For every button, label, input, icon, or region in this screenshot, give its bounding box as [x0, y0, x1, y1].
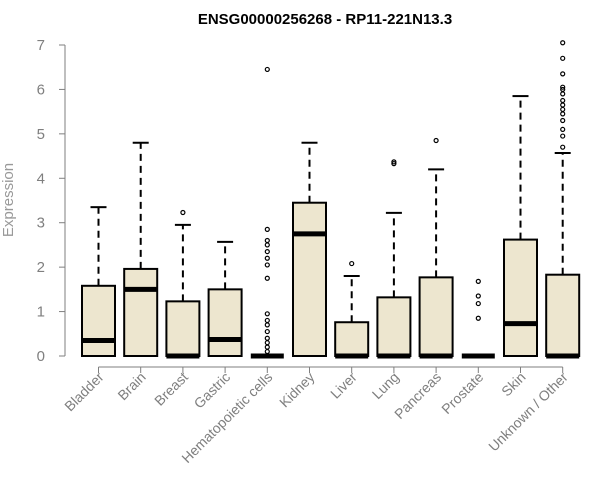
- y-tick-label: 2: [37, 259, 45, 276]
- box-lung: [376, 159, 412, 359]
- y-tick-label: 5: [37, 126, 45, 143]
- y-tick-label: 7: [37, 37, 45, 54]
- box-brain: [123, 141, 159, 358]
- outlier-point: [433, 137, 439, 144]
- outlier-point: [560, 55, 566, 61]
- x-tick-label: Skin: [498, 369, 529, 400]
- outlier-point: [264, 66, 270, 73]
- x-tick-label: Unknown / Other: [485, 369, 571, 455]
- outlier-point: [264, 226, 270, 232]
- outlier-point: [475, 300, 481, 307]
- box-body: [207, 288, 243, 358]
- box-bladder: [81, 206, 116, 357]
- box-body: [81, 284, 116, 357]
- y-axis: 0 1 2 3 4 5 6 7: [37, 37, 66, 365]
- box-body: [376, 296, 412, 357]
- outlier-point: [560, 133, 566, 139]
- outlier-point: [475, 278, 481, 284]
- outlier-point: [560, 71, 566, 77]
- box-body: [123, 267, 159, 358]
- outlier-point: [264, 317, 270, 324]
- outlier-point: [560, 102, 566, 108]
- outlier-point: [264, 262, 270, 268]
- x-tick-label: Lung: [369, 369, 402, 402]
- outlier-point: [349, 260, 355, 267]
- y-tick-label: 3: [37, 215, 45, 232]
- outlier-point: [475, 315, 481, 321]
- outlier-point: [264, 328, 270, 335]
- box-kidney: [292, 141, 327, 357]
- outlier-point: [264, 348, 270, 355]
- outlier-point: [264, 322, 270, 328]
- box-body: [545, 273, 581, 358]
- outlier-point: [560, 91, 566, 97]
- outlier-point: [391, 161, 397, 167]
- outlier-point: [560, 144, 566, 150]
- box-body: [503, 238, 538, 357]
- outlier-point: [560, 126, 566, 133]
- box-gastric: [207, 240, 243, 358]
- x-tick-label: Brain: [114, 369, 148, 403]
- outlier-point: [560, 97, 566, 104]
- outlier-point: [264, 237, 270, 244]
- x-tick-label: Pancreas: [391, 369, 444, 422]
- outlier-point: [560, 106, 566, 113]
- outlier-point: [264, 311, 270, 317]
- chart-title: ENSG00000256268 - RP11-221N13.3: [198, 11, 452, 28]
- outlier-point: [180, 209, 186, 216]
- box-body: [418, 276, 454, 357]
- box-prostate: [461, 278, 495, 359]
- box-liver: [334, 260, 370, 359]
- outlier-point: [264, 344, 270, 350]
- x-tick-label: Liver: [327, 369, 360, 402]
- outlier-point: [560, 117, 566, 124]
- y-tick-label: 0: [37, 348, 45, 365]
- outlier-point: [264, 275, 270, 281]
- x-tick-label: Kidney: [276, 369, 318, 411]
- outlier-point: [264, 248, 270, 255]
- outlier-point: [560, 86, 566, 93]
- box-unknown-other: [545, 40, 581, 359]
- outlier-point: [560, 111, 566, 117]
- plot-area: [81, 40, 581, 359]
- y-tick-label: 4: [37, 170, 45, 187]
- box-body: [292, 201, 327, 357]
- box-skin: [503, 95, 538, 357]
- outlier-point: [264, 255, 270, 261]
- x-tick-label: Breast: [151, 369, 191, 409]
- outlier-point: [264, 340, 270, 346]
- x-tick-label: Bladder: [61, 369, 107, 415]
- y-axis-label: Expression: [0, 163, 17, 237]
- box-breast: [165, 209, 201, 359]
- y-tick-label: 6: [37, 81, 45, 98]
- box-hematopoietic-cells: [250, 66, 284, 359]
- outlier-point: [264, 335, 270, 341]
- box-body: [334, 321, 370, 357]
- outlier-point: [560, 84, 566, 90]
- box-pancreas: [418, 137, 454, 359]
- outlier-point: [391, 159, 397, 165]
- box-body: [165, 300, 201, 358]
- outlier-point: [560, 40, 566, 46]
- x-tick-label: Prostate: [438, 369, 486, 417]
- y-tick-label: 1: [37, 304, 45, 321]
- outlier-point: [264, 242, 270, 248]
- outlier-point: [475, 293, 481, 299]
